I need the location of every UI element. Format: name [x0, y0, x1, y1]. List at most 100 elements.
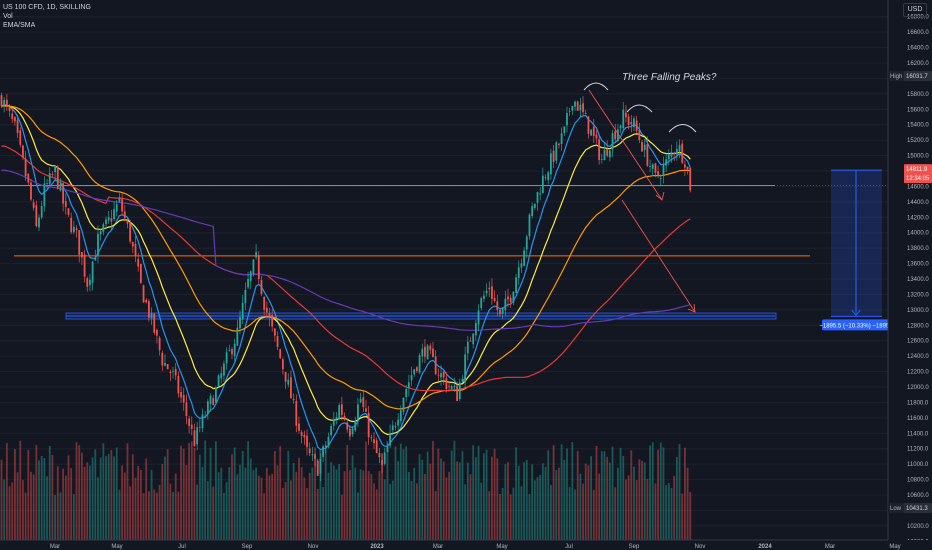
volume-bar [48, 446, 51, 540]
candle-body [150, 313, 153, 319]
candle-body [474, 323, 477, 336]
price-tick-label: 14600.0 [907, 184, 929, 190]
time-tick-label: May [889, 544, 900, 550]
volume-bar [531, 464, 534, 540]
candle-body [62, 183, 65, 204]
volume-bar [322, 487, 324, 540]
chart-legend: US 100 CFD, 1D, SKILLING Vol EMA/SMA [3, 3, 91, 30]
candle-body [241, 302, 244, 320]
volume-bar [142, 493, 145, 540]
volume-bar [158, 484, 161, 540]
candle-body [493, 297, 496, 301]
volume-bar [110, 450, 113, 540]
candle-body [627, 116, 630, 126]
volume-bar [421, 459, 424, 540]
currency-button[interactable]: USD [903, 3, 927, 17]
volume-bar [40, 455, 43, 540]
volume-bar [584, 463, 587, 540]
volume-bar [410, 481, 413, 540]
volume-bar [131, 454, 134, 540]
drawings [583, 82, 697, 313]
volume-bar [638, 459, 641, 540]
volume-bar [295, 471, 298, 540]
candle-body [667, 154, 670, 160]
candle-body [442, 371, 445, 378]
volume-bar [327, 472, 330, 540]
volume-bar [91, 457, 94, 540]
volume-bar [659, 442, 662, 540]
symbol-title[interactable]: US 100 CFD, 1D, SKILLING [3, 4, 91, 11]
candle-body [362, 397, 365, 408]
volume-bar [182, 448, 185, 540]
volume-bar [14, 448, 16, 540]
volume-bar [316, 488, 319, 540]
candle-body [54, 165, 56, 173]
candle-body [268, 313, 271, 319]
volume-bar [429, 463, 432, 540]
candle-body [236, 327, 239, 346]
volume-bar [590, 456, 592, 540]
volume-bar [134, 477, 137, 540]
volume-bar [145, 458, 148, 540]
volume-bar [139, 469, 142, 540]
volume-bar [627, 475, 630, 540]
candle-body [324, 445, 327, 448]
candle-body [464, 354, 467, 382]
candle-body [86, 278, 89, 287]
volume-bar [32, 474, 35, 540]
volume-bar [646, 478, 649, 540]
candle-body [531, 206, 534, 216]
price-tick-label: 16800.0 [907, 15, 929, 21]
candle-body [469, 340, 472, 342]
candle-body [32, 202, 35, 208]
volume-bar [0, 459, 3, 540]
volume-bar [201, 466, 204, 540]
candle-body [643, 144, 646, 151]
volume-bar [292, 462, 295, 540]
ma-legend[interactable]: EMA/SMA [3, 22, 36, 29]
candle-body [282, 359, 284, 370]
volume-legend[interactable]: Vol [3, 13, 13, 20]
volume-bar [59, 492, 62, 540]
candle-body [340, 404, 343, 415]
candle-body [139, 263, 142, 283]
candle-body [70, 217, 73, 233]
candle-body [496, 301, 499, 311]
candle-body [48, 173, 51, 184]
volume-bar [99, 457, 102, 540]
volume-bar [689, 491, 692, 540]
volume-bar [300, 467, 303, 540]
time-tick-label: Sep [629, 544, 640, 550]
volume-bar [491, 456, 493, 540]
time-tick-label: Jul [565, 544, 573, 550]
volume-bar [298, 457, 300, 540]
volume-bar [555, 470, 558, 540]
candle-body [177, 375, 180, 394]
sma-purple-line [1, 169, 691, 331]
candle-body [153, 313, 156, 333]
low-value: 10431.3 [906, 506, 928, 512]
volume-bar [8, 486, 11, 540]
volume-bar [3, 479, 6, 540]
volume-bar [625, 479, 627, 540]
candle-body [349, 428, 351, 437]
volume-bar [407, 471, 410, 540]
volume-bar [204, 440, 207, 540]
volume-bar [137, 466, 140, 540]
volume-bar [375, 489, 378, 540]
price-tick-label: 16600.0 [907, 30, 929, 36]
volume-bar [657, 449, 659, 540]
candle-body [105, 219, 107, 224]
candle-body [686, 166, 689, 171]
candle-body [592, 126, 595, 136]
candle-body [247, 279, 249, 288]
volume-bar [381, 452, 383, 540]
volume-bar [72, 494, 75, 540]
candle-body [638, 130, 641, 140]
candle-body [635, 120, 638, 131]
volume-bar [233, 447, 236, 540]
candle-body [99, 231, 102, 235]
price-tick-label: 10800.0 [907, 478, 929, 484]
moving-averages [1, 104, 691, 451]
